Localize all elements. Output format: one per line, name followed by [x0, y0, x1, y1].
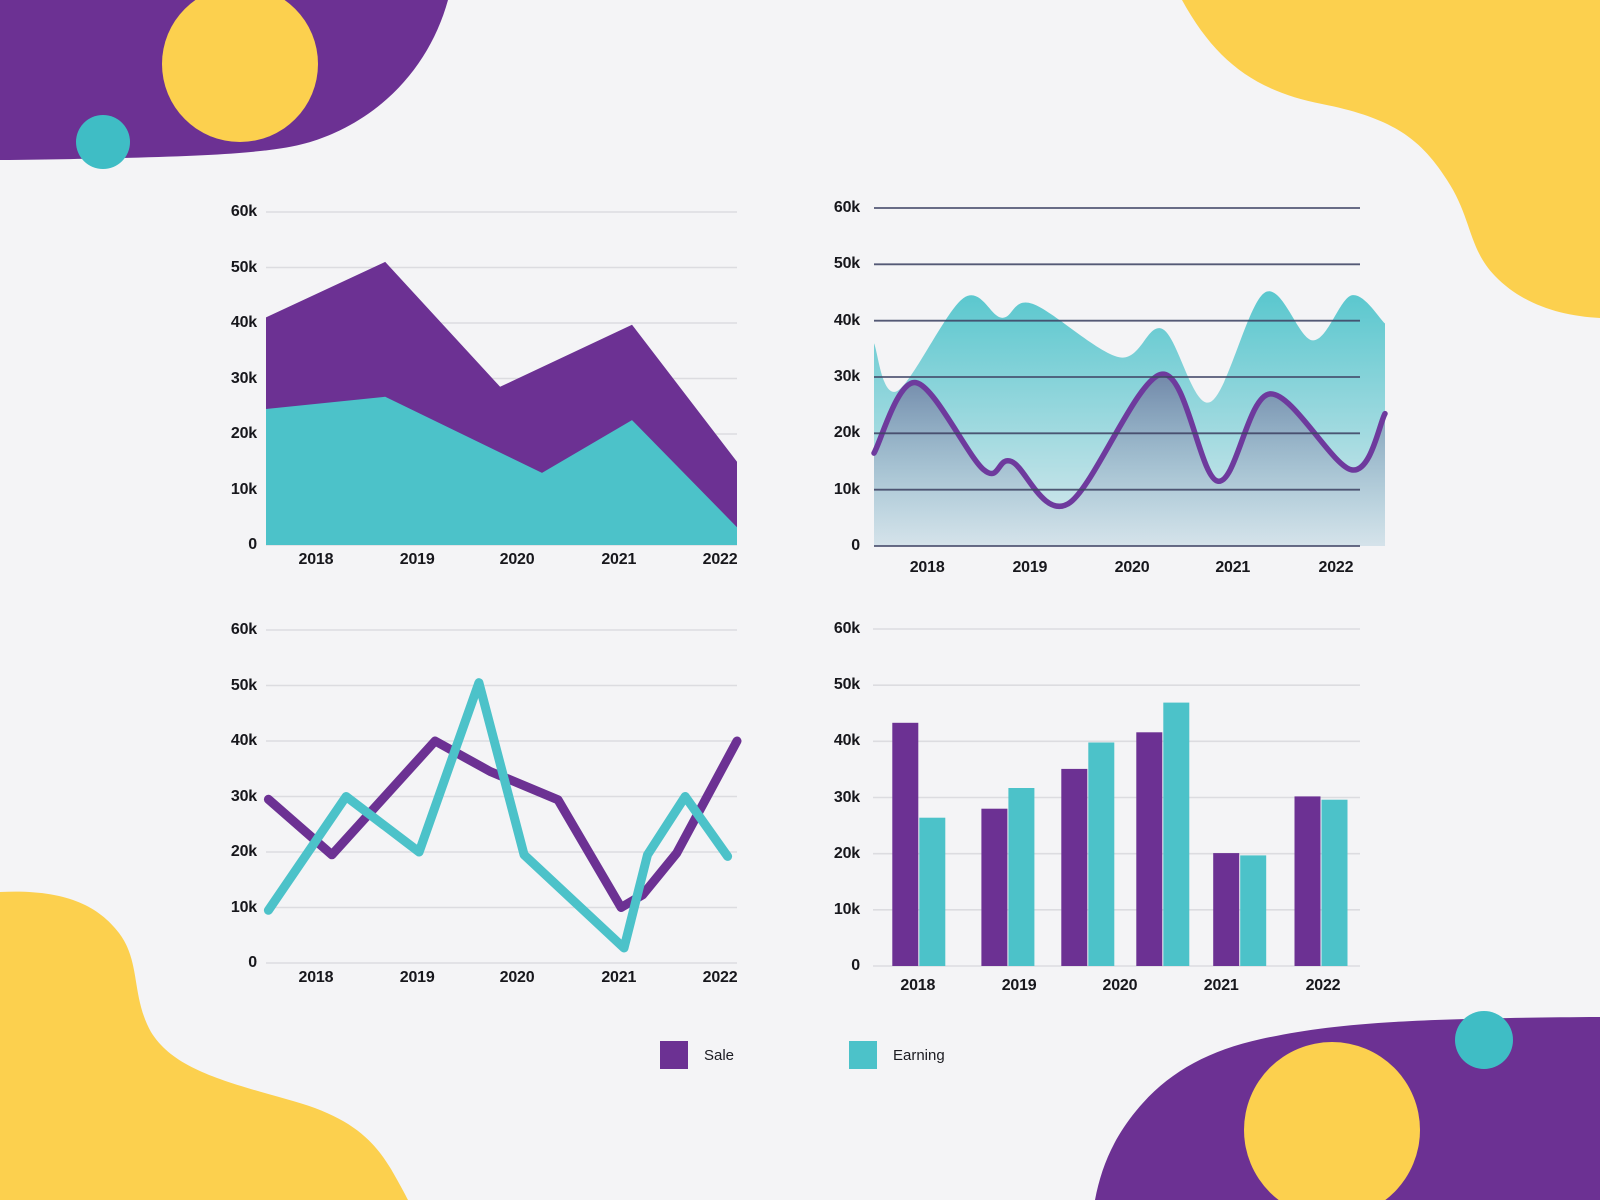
y-tick-label: 10k [833, 900, 860, 918]
bar-sale [1213, 853, 1240, 966]
bar-earning [1088, 742, 1115, 966]
y-tick-label: 50k [230, 258, 257, 276]
bar-earning [1008, 788, 1035, 966]
line-chart-plot [263, 629, 742, 964]
y-tick-label: 10k [230, 898, 257, 916]
bar-sale [1294, 796, 1321, 966]
x-tick-label: 2019 [1001, 977, 1037, 994]
bar-sale [892, 722, 919, 966]
y-tick-label: 50k [833, 676, 860, 694]
y-tick-label: 30k [230, 787, 257, 805]
sale-swatch [660, 1041, 688, 1069]
y-tick-label: 20k [230, 425, 257, 442]
y-tick-label: 10k [230, 480, 257, 498]
x-tick-label: 2020 [1114, 559, 1150, 576]
stacked-area-plot [266, 211, 737, 546]
y-tick-label: 50k [230, 676, 257, 694]
y-tick-label: 30k [833, 368, 860, 385]
top-left-teal-circle [76, 115, 130, 169]
top-right-blob [1182, 0, 1600, 318]
y-tick-label: 60k [833, 620, 860, 637]
x-tick-label: 2018 [900, 977, 936, 994]
y-tick-label: 0 [248, 954, 257, 971]
bar-earning [1240, 855, 1267, 966]
earning-swatch [849, 1041, 877, 1069]
y-tick-label: 40k [230, 732, 257, 749]
line-chart: 60k 50k 40k 30k 20k 10k 0 2018 2019 2020 2021 2022 [231, 621, 742, 986]
curve-sale [871, 371, 1388, 510]
y-tick-label: 60k [230, 621, 257, 638]
y-tick-label: 30k [833, 788, 860, 806]
top-left-yellow-circle [162, 0, 318, 142]
x-tick-label: 2020 [1102, 977, 1138, 994]
y-tick-label: 30k [230, 369, 257, 387]
x-tick-label: 2019 [1012, 559, 1048, 576]
y-tick-label: 50k [833, 255, 860, 273]
legend-item-sale: Sale [660, 1041, 734, 1069]
x-tick-label: 2020 [499, 551, 535, 568]
bar-earning [1321, 799, 1348, 966]
line-earning [263, 678, 733, 953]
x-tick-label: 2022 [702, 969, 738, 986]
x-tick-label: 2021 [1203, 977, 1239, 994]
y-tick-label: 0 [248, 536, 257, 553]
y-tick-label: 0 [851, 537, 860, 554]
bar-earning [919, 817, 946, 966]
y-tick-label: 60k [833, 199, 860, 216]
x-tick-label: 2022 [1305, 977, 1341, 994]
bar-chart: 60k 50k 40k 30k 20k 10k 0 2018 2019 2020 2021 2022 [834, 620, 1360, 994]
bottom-right-teal-circle [1455, 1011, 1513, 1069]
x-tick-label: 2018 [909, 559, 945, 576]
x-tick-label: 2022 [1318, 559, 1354, 576]
bar-sale [1061, 768, 1088, 966]
bar-sale [981, 808, 1008, 966]
stacked-area-chart: 60k 50k 40k 30k 20k 10k 0 2018 2019 2020 2021 2022 [231, 203, 738, 568]
y-tick-label: 20k [833, 424, 860, 442]
y-tick-label: 60k [230, 203, 257, 220]
x-tick-label: 2020 [499, 969, 535, 986]
smooth-area-chart: 60k 50k 40k 30k 20k 10k 0 2018 2019 2020 2021 2022 [834, 199, 1388, 576]
bar-earning [1163, 702, 1190, 966]
y-tick-label: 40k [833, 732, 860, 750]
x-tick-label: 2018 [298, 969, 334, 986]
x-tick-label: 2021 [601, 969, 637, 986]
bottom-right-yellow-circle [1244, 1042, 1420, 1200]
smooth-area-plot [871, 207, 1388, 547]
x-tick-label: 2022 [702, 551, 738, 568]
bar-chart-plot [873, 628, 1360, 967]
bottom-left-blob [0, 891, 408, 1200]
earning-label: Earning [893, 1046, 945, 1064]
x-tick-label: 2021 [601, 551, 637, 568]
sale-label: Sale [704, 1046, 735, 1064]
x-tick-label: 2019 [399, 551, 435, 568]
area-earning [266, 396, 737, 545]
x-tick-label: 2018 [298, 551, 334, 568]
area-sale [874, 374, 1385, 546]
y-tick-label: 40k [230, 314, 257, 331]
x-tick-label: 2019 [399, 969, 435, 986]
y-tick-label: 20k [833, 844, 860, 862]
y-tick-label: 40k [833, 311, 860, 329]
x-tick-label: 2021 [1215, 559, 1251, 576]
y-tick-label: 0 [851, 957, 860, 974]
bar-sale [1136, 732, 1163, 966]
y-tick-label: 10k [833, 480, 860, 498]
legend-item-earning: Earning [849, 1041, 945, 1069]
y-tick-label: 20k [230, 843, 257, 860]
